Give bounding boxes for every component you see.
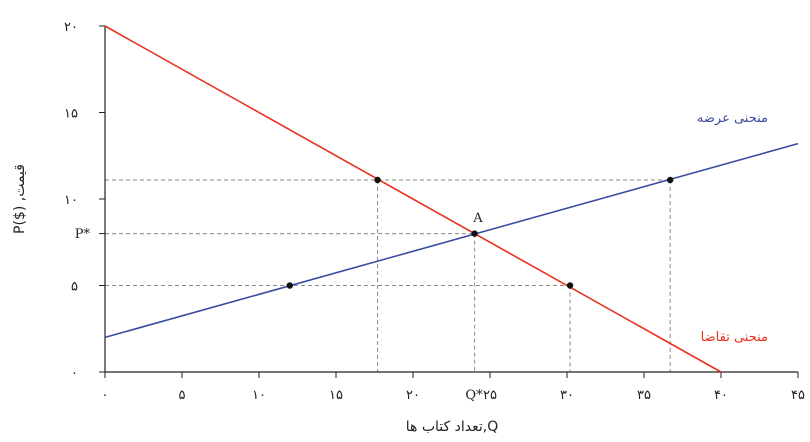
data-point <box>666 176 674 184</box>
y-axis-title: P($) ,قیمت <box>12 164 28 234</box>
x-tick-label: ۱۰ <box>252 388 266 403</box>
x-axis-title: Q,تعداد کتاب ها <box>406 419 499 435</box>
p-star-label: P* <box>75 227 91 242</box>
intersection-points <box>286 176 674 289</box>
data-point <box>286 282 293 289</box>
x-tick-label: ۵ <box>179 388 186 403</box>
x-tick-label: ۳۵ <box>637 388 651 403</box>
y-tick-label: ۵ <box>71 280 78 295</box>
y-tick-label: ۰ <box>71 366 78 381</box>
x-tick-label: ۴۵ <box>791 388 805 403</box>
data-point <box>471 230 478 237</box>
x-tick-label: ۱۵ <box>329 388 343 403</box>
demand-curve-line <box>104 25 722 373</box>
y-tick-label: ۱۵ <box>64 107 78 122</box>
supply-curve-label: منحنی عرضه <box>697 111 768 126</box>
x-tick-label: ۲۰ <box>406 388 420 403</box>
demand-curve-label: منحنی تقاضا <box>701 330 768 345</box>
series-lines <box>104 25 799 373</box>
x-ticks: ۰ ۵ ۱۰ ۱۵ ۲۰ ۲۵ ۳۰ ۳۵ ۴۰ ۴۵ <box>102 372 805 403</box>
x-tick-label: ۳۰ <box>560 388 574 403</box>
axes <box>104 26 798 373</box>
y-tick-label: ۱۰ <box>64 193 78 208</box>
x-tick-label: ۲۵ <box>483 388 497 403</box>
supply-curve-line <box>104 142 799 339</box>
reference-lines <box>105 179 671 372</box>
y-ticks: ۰ ۵ ۱۰ ۱۵ ۲۰ <box>64 20 105 381</box>
x-tick-label: ۴۰ <box>714 388 728 403</box>
x-tick-label: ۰ <box>102 388 109 403</box>
data-point <box>566 282 574 289</box>
equilibrium-label: A <box>472 211 483 226</box>
q-star-label: Q* <box>465 388 483 403</box>
y-tick-label: ۲۰ <box>64 20 78 35</box>
data-point <box>374 176 381 184</box>
